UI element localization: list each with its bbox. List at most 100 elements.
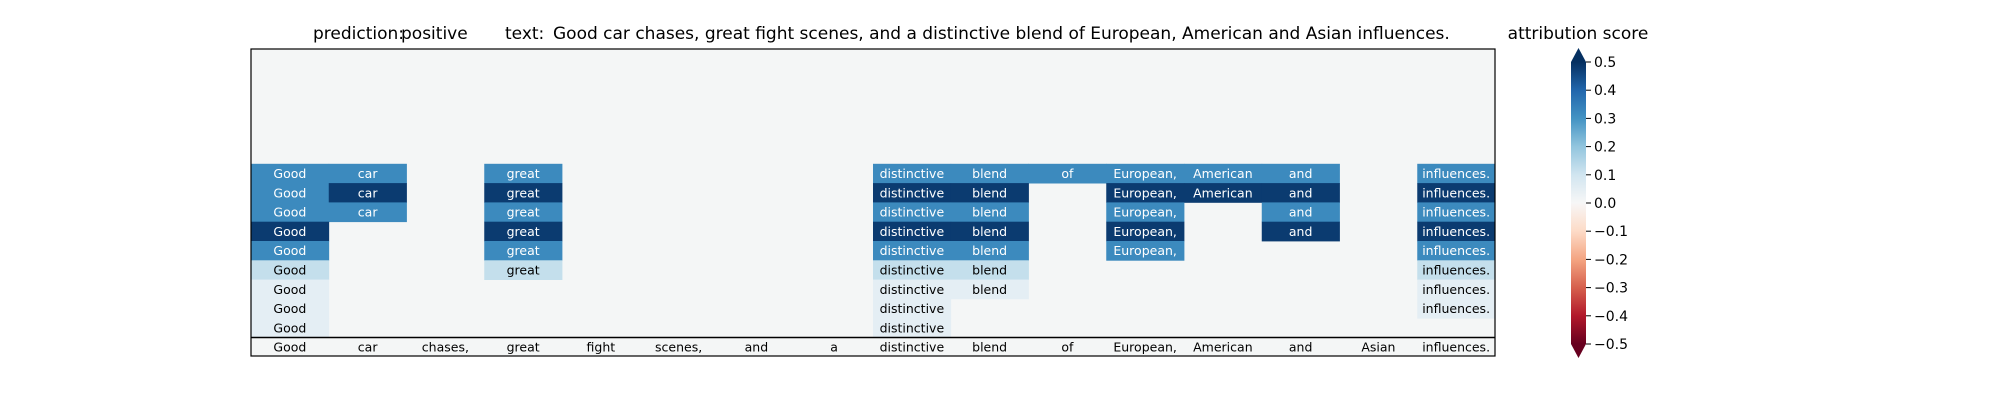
attribution-cell-label: distinctive <box>880 224 945 239</box>
attribution-cell <box>484 202 563 223</box>
attribution-cell <box>1261 183 1340 203</box>
attribution-cell <box>251 163 330 184</box>
attribution-cell-label: great <box>507 185 540 200</box>
attribution-cell-label: Good <box>273 205 306 220</box>
attribution-cell <box>873 202 952 223</box>
attribution-cell-label: car <box>358 185 379 200</box>
attribution-cell-label: American <box>1193 185 1253 200</box>
attribution-cell-label: Good <box>273 243 306 258</box>
attribution-cell-label: European, <box>1113 166 1177 181</box>
attribution-cell-label: car <box>358 205 379 220</box>
colorbar-extend-min <box>1571 344 1586 358</box>
token-label: fight <box>587 339 616 354</box>
attribution-cell <box>873 260 952 280</box>
attribution-cell-label: European, <box>1113 224 1177 239</box>
attribution-cell <box>484 241 563 261</box>
attribution-cell-label: influences. <box>1422 301 1490 316</box>
attribution-cell-label: blend <box>972 205 1007 220</box>
token-label: chases, <box>422 339 469 354</box>
attribution-cell-label: blend <box>972 166 1007 181</box>
attribution-cell-label: European, <box>1113 185 1177 200</box>
attribution-cell <box>873 241 952 261</box>
attribution-cell <box>484 221 563 242</box>
attribution-cell <box>1106 221 1185 242</box>
attribution-cell-label: and <box>1289 224 1313 239</box>
token-label: American <box>1193 339 1253 354</box>
attribution-cell-label: of <box>1061 166 1074 181</box>
attribution-cell-label: blend <box>972 224 1007 239</box>
colorbar-tick-label: 0.2 <box>1594 140 1616 156</box>
colorbar-tick-label: 0.4 <box>1594 83 1616 99</box>
attribution-cell <box>1261 221 1340 242</box>
figure-title: prediction: positive text: Good car chas… <box>313 24 1450 44</box>
token-label: blend <box>972 339 1007 354</box>
colorbar: attribution score 0.5 0.4 0.3 0.2 0.1 0.0 −0.1… <box>1508 24 1648 358</box>
attribution-cell <box>873 221 952 242</box>
attribution-cell-label: blend <box>972 262 1007 277</box>
colorbar-tick-label: 0.5 <box>1594 55 1616 71</box>
attribution-cell-label: and <box>1289 166 1313 181</box>
attribution-cell <box>1261 202 1340 223</box>
token-label: influences. <box>1422 339 1490 354</box>
attribution-cell-label: distinctive <box>880 320 945 335</box>
attribution-cell <box>1417 183 1496 203</box>
plot-frame <box>250 48 1496 357</box>
attribution-cell-label: great <box>507 205 540 220</box>
attribution-cell <box>950 202 1029 223</box>
attribution-cells: Good car great distinctive blend of European, A… <box>251 163 1496 338</box>
prediction-value: positive <box>401 24 468 44</box>
attribution-cell <box>1028 163 1107 184</box>
attribution-cell <box>873 163 952 184</box>
attribution-cell-label: great <box>507 224 540 239</box>
token-label: and <box>745 339 769 354</box>
attribution-cell-label: European, <box>1113 205 1177 220</box>
colorbar-ticks: 0.5 0.4 0.3 0.2 0.1 0.0 −0.1 −0.2 −0.3 −0.4 −0.5 <box>1586 55 1628 353</box>
attribution-cell <box>484 260 563 280</box>
attribution-cell <box>1106 241 1185 261</box>
attribution-cell <box>1417 298 1496 319</box>
colorbar-tick-label: −0.3 <box>1594 281 1628 297</box>
attribution-cell <box>1106 202 1185 223</box>
colorbar-tick-label: −0.5 <box>1594 337 1628 353</box>
text-label: text: <box>505 24 544 44</box>
attribution-cell <box>251 202 330 223</box>
colorbar-tick-label: 0.1 <box>1594 168 1616 184</box>
attribution-cell-label: distinctive <box>880 243 945 258</box>
attribution-cell-label: influences. <box>1422 166 1490 181</box>
attribution-cell <box>484 183 563 203</box>
attribution-cell <box>1417 279 1496 300</box>
attribution-cell-label: Good <box>273 282 306 297</box>
token-label: scenes, <box>655 339 702 354</box>
attribution-cell <box>1417 241 1496 261</box>
attribution-cell <box>950 221 1029 242</box>
attribution-cell-label: distinctive <box>880 282 945 297</box>
attribution-cell-label: blend <box>972 185 1007 200</box>
attribution-cell-label: car <box>358 166 379 181</box>
attribution-cell <box>328 163 407 184</box>
attribution-cell-label: distinctive <box>880 262 945 277</box>
attribution-cell <box>251 221 330 242</box>
attribution-cell-label: influences. <box>1422 205 1490 220</box>
attribution-cell-label: influences. <box>1422 262 1490 277</box>
attribution-cell <box>484 163 563 184</box>
token-label: and <box>1289 339 1313 354</box>
attribution-cell-label: Good <box>273 185 306 200</box>
attribution-cell-label: great <box>507 262 540 277</box>
colorbar-tick-label: 0.3 <box>1594 111 1616 127</box>
attribution-cell <box>873 279 952 300</box>
attribution-cell-label: blend <box>972 243 1007 258</box>
attribution-cell <box>1106 163 1185 184</box>
colorbar-tick-label: 0.0 <box>1594 196 1616 212</box>
attribution-cell <box>950 163 1029 184</box>
attribution-cell-label: influences. <box>1422 282 1490 297</box>
attribution-cell-label: Good <box>273 166 306 181</box>
token-label: car <box>358 339 379 354</box>
attribution-cell <box>1417 260 1496 280</box>
attribution-cell <box>1417 163 1496 184</box>
attribution-cell <box>1417 202 1496 223</box>
attribution-cell <box>328 202 407 223</box>
attribution-cell <box>950 260 1029 280</box>
attribution-cell-label: distinctive <box>880 205 945 220</box>
colorbar-tick-label: −0.1 <box>1594 224 1628 240</box>
